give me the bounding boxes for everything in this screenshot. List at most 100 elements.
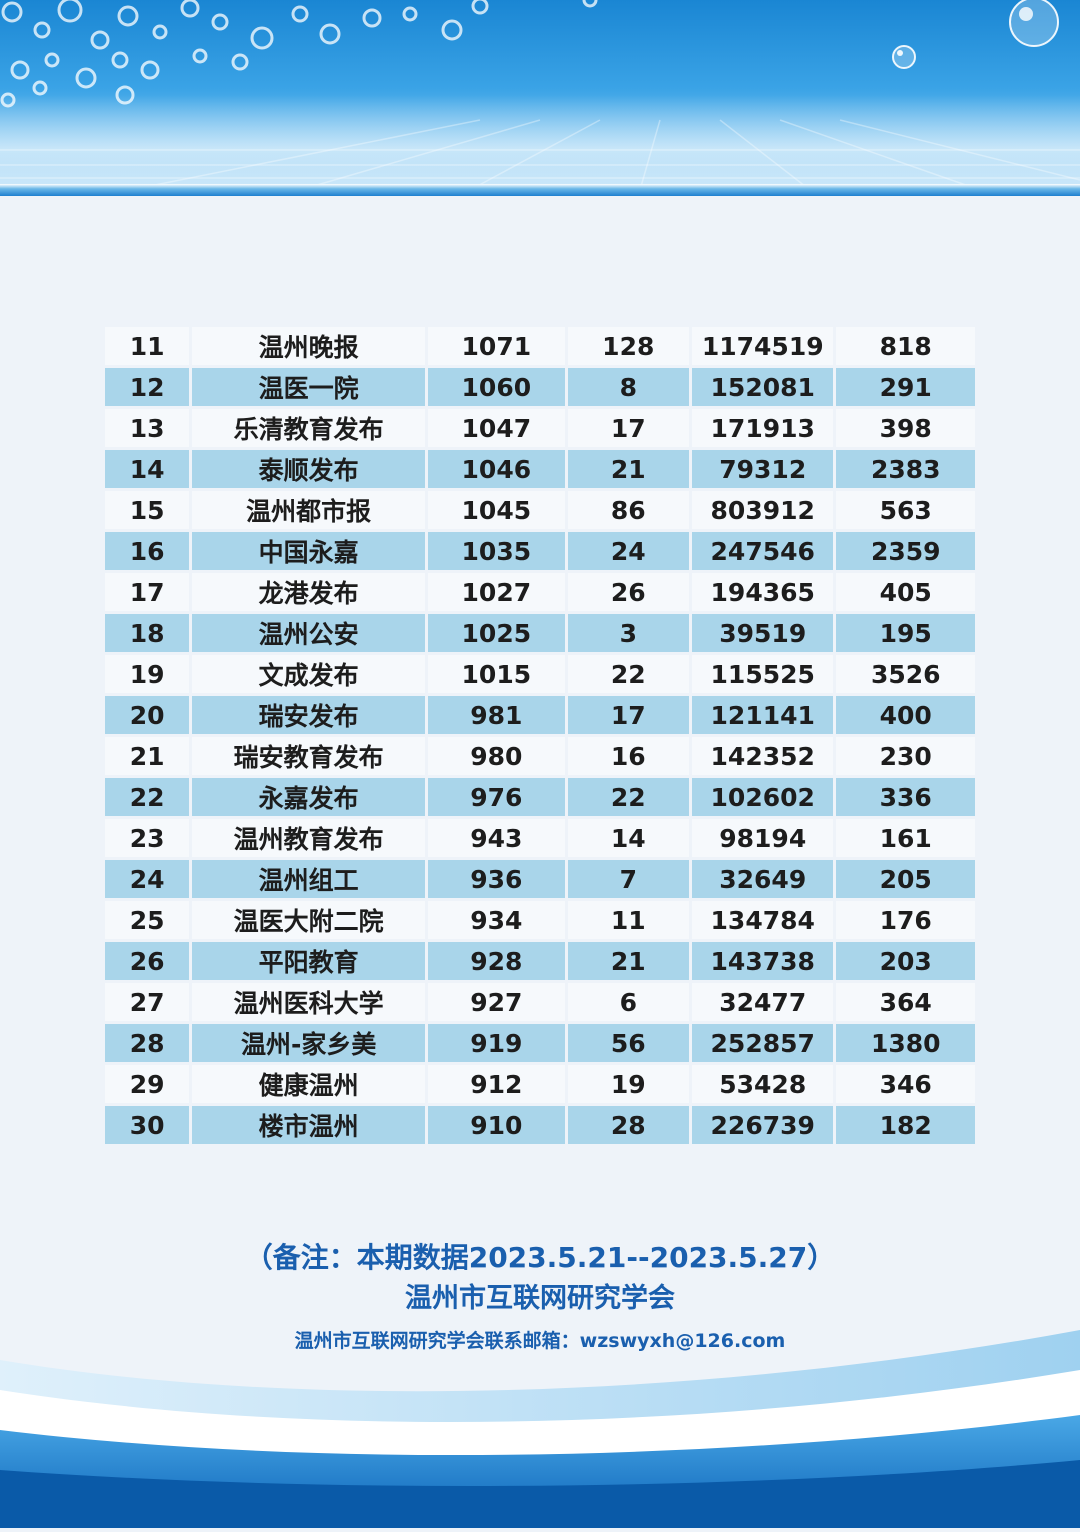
organization-name: 温州市互联网研究学会: [405, 1283, 675, 1314]
value-col1-cell: 928: [428, 942, 565, 980]
value-col3-cell: 32649: [691, 860, 834, 898]
account-name-cell: 健康温州: [192, 1065, 426, 1103]
account-name-cell: 中国永嘉: [192, 532, 426, 570]
table-row: 23 温州教育发布 943 14 98194 161: [105, 819, 975, 857]
account-name-cell: 温州组工: [192, 860, 426, 898]
table-row: 14 泰顺发布 1046 21 79312 2383: [105, 450, 975, 488]
value-col3-cell: 1174519: [691, 327, 834, 365]
rank-cell: 11: [105, 327, 190, 365]
value-col4-cell: 203: [836, 942, 975, 980]
value-col2-cell: 16: [567, 737, 689, 775]
contact-email: 温州市互联网研究学会联系邮箱：wzswyxh@126.com: [294, 1330, 786, 1352]
table-row: 26 平阳教育 928 21 143738 203: [105, 942, 975, 980]
value-col4-cell: 291: [836, 368, 975, 406]
value-col2-cell: 3: [567, 614, 689, 652]
value-col1-cell: 1047: [428, 409, 565, 447]
rank-cell: 15: [105, 491, 190, 529]
value-col4-cell: 3526: [836, 655, 975, 693]
bubbles-decoration: [0, 0, 1080, 191]
account-name-cell: 平阳教育: [192, 942, 426, 980]
value-col4-cell: 400: [836, 696, 975, 734]
value-col3-cell: 252857: [691, 1024, 834, 1062]
value-col2-cell: 14: [567, 819, 689, 857]
rank-cell: 30: [105, 1106, 190, 1144]
table-row: 19 文成发布 1015 22 115525 3526: [105, 655, 975, 693]
table-row: 12 温医一院 1060 8 152081 291: [105, 368, 975, 406]
value-col4-cell: 176: [836, 901, 975, 939]
table-row: 25 温医大附二院 934 11 134784 176: [105, 901, 975, 939]
value-col2-cell: 11: [567, 901, 689, 939]
rank-cell: 25: [105, 901, 190, 939]
account-name-cell: 楼市温州: [192, 1106, 426, 1144]
header-glow: [0, 95, 1080, 185]
table-row: 29 健康温州 912 19 53428 346: [105, 1065, 975, 1103]
value-col3-cell: 79312: [691, 450, 834, 488]
table-row: 16 中国永嘉 1035 24 247546 2359: [105, 532, 975, 570]
value-col2-cell: 22: [567, 778, 689, 816]
value-col4-cell: 230: [836, 737, 975, 775]
value-col1-cell: 927: [428, 983, 565, 1021]
value-col3-cell: 152081: [691, 368, 834, 406]
value-col4-cell: 336: [836, 778, 975, 816]
value-col2-cell: 7: [567, 860, 689, 898]
value-col3-cell: 53428: [691, 1065, 834, 1103]
value-col4-cell: 182: [836, 1106, 975, 1144]
footer-waves: [0, 1320, 1080, 1528]
value-col1-cell: 1025: [428, 614, 565, 652]
value-col3-cell: 32477: [691, 983, 834, 1021]
value-col2-cell: 26: [567, 573, 689, 611]
value-col4-cell: 364: [836, 983, 975, 1021]
value-col3-cell: 803912: [691, 491, 834, 529]
value-col2-cell: 24: [567, 532, 689, 570]
value-col2-cell: 6: [567, 983, 689, 1021]
value-col1-cell: 1045: [428, 491, 565, 529]
account-name-cell: 乐清教育发布: [192, 409, 426, 447]
table-row: 27 温州医科大学 927 6 32477 364: [105, 983, 975, 1021]
rank-cell: 13: [105, 409, 190, 447]
account-name-cell: 温州晚报: [192, 327, 426, 365]
value-col3-cell: 102602: [691, 778, 834, 816]
value-col1-cell: 1060: [428, 368, 565, 406]
value-col1-cell: 980: [428, 737, 565, 775]
value-col1-cell: 919: [428, 1024, 565, 1062]
value-col3-cell: 171913: [691, 409, 834, 447]
value-col2-cell: 21: [567, 942, 689, 980]
value-col1-cell: 1071: [428, 327, 565, 365]
value-col3-cell: 134784: [691, 901, 834, 939]
account-name-cell: 瑞安教育发布: [192, 737, 426, 775]
account-name-cell: 文成发布: [192, 655, 426, 693]
value-col3-cell: 98194: [691, 819, 834, 857]
table-body: 11 温州晚报 1071 128 1174519 818 12 温医一院 1060 8 152081…: [105, 327, 975, 1144]
value-col2-cell: 28: [567, 1106, 689, 1144]
value-col2-cell: 19: [567, 1065, 689, 1103]
value-col4-cell: 563: [836, 491, 975, 529]
account-name-cell: 龙港发布: [192, 573, 426, 611]
value-col2-cell: 22: [567, 655, 689, 693]
value-col1-cell: 910: [428, 1106, 565, 1144]
account-name-cell: 温州都市报: [192, 491, 426, 529]
data-period-note: （备注：本期数据2023.5.21--2023.5.27）: [244, 1241, 836, 1274]
table-row: 18 温州公安 1025 3 39519 195: [105, 614, 975, 652]
rank-cell: 24: [105, 860, 190, 898]
account-name-cell: 泰顺发布: [192, 450, 426, 488]
value-col2-cell: 21: [567, 450, 689, 488]
value-col3-cell: 247546: [691, 532, 834, 570]
value-col3-cell: 143738: [691, 942, 834, 980]
value-col2-cell: 17: [567, 409, 689, 447]
rank-cell: 19: [105, 655, 190, 693]
value-col3-cell: 115525: [691, 655, 834, 693]
account-name-cell: 温医大附二院: [192, 901, 426, 939]
table-row: 28 温州-家乡美 919 56 252857 1380: [105, 1024, 975, 1062]
rank-cell: 17: [105, 573, 190, 611]
value-col4-cell: 818: [836, 327, 975, 365]
value-col4-cell: 195: [836, 614, 975, 652]
account-name-cell: 温医一院: [192, 368, 426, 406]
ranking-table: 11 温州晚报 1071 128 1174519 818 12 温医一院 1060 8 152081…: [102, 324, 978, 1202]
table-row: 15 温州都市报 1045 86 803912 563: [105, 491, 975, 529]
value-col2-cell: 128: [567, 327, 689, 365]
value-col2-cell: 17: [567, 696, 689, 734]
value-col3-cell: 142352: [691, 737, 834, 775]
value-col1-cell: 1015: [428, 655, 565, 693]
header-edge: [0, 184, 1080, 196]
value-col4-cell: 346: [836, 1065, 975, 1103]
